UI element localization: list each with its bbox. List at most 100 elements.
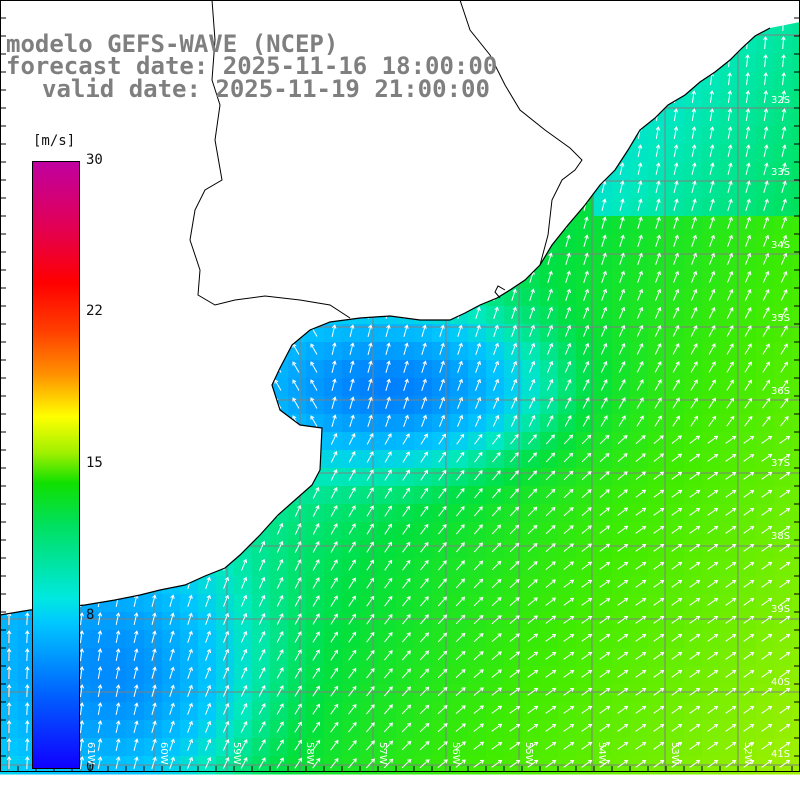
wind-arrow [529,288,535,301]
wind-arrow [599,471,610,480]
wind-arrow [527,705,539,714]
wind-arrow [744,270,752,283]
wind-arrow [205,702,212,715]
wind-arrow [637,162,643,176]
wind-arrow [689,489,701,498]
wind-arrow [330,450,338,463]
wind-arrow [743,561,755,570]
wind-arrow [617,579,629,588]
wind-arrow [366,740,375,751]
wind-speed-cell [792,36,800,55]
wind-arrow [617,669,629,678]
wind-arrow [707,489,719,498]
wind-speed-cell [792,270,800,289]
wind-arrow [725,651,737,660]
wind-arrow [223,576,230,589]
wind-arrow [491,596,502,607]
wind-arrow [599,489,610,498]
wind-arrow [745,90,751,104]
wind-arrow [491,687,503,696]
wind-arrow [583,216,589,230]
wind-arrow [727,126,733,140]
wind-arrow [473,759,485,768]
wind-arrow [581,741,593,750]
wind-arrow [743,489,755,498]
wind-arrow [330,667,339,679]
wind-arrow [437,632,448,643]
wind-arrow [653,705,665,714]
wind-arrow [563,543,574,552]
wind-arrow [781,72,786,86]
wind-arrow [384,577,393,589]
wind-arrow [654,415,662,427]
wind-arrow [403,378,409,391]
wind-arrow [384,433,392,445]
wind-arrow [366,487,374,499]
wind-arrow [384,559,393,571]
wind-arrow [437,741,448,750]
wind-arrow [312,685,320,697]
wind-speed-cell [792,558,800,577]
wind-arrow [781,162,787,176]
wind-arrow [546,415,554,427]
colorbar-tick-0: 0 [86,759,95,775]
wind-arrow [563,633,575,642]
wind-arrow [745,54,750,68]
wind-arrow [725,525,737,534]
wind-arrow [743,525,755,534]
wind-arrow [779,471,791,480]
wind-arrow [310,343,318,355]
wind-arrow [348,595,356,607]
wind-arrow [690,397,698,409]
wind-arrow [564,342,572,355]
wind-arrow [780,397,789,409]
wind-arrow [97,756,103,770]
wind-arrow [385,378,391,391]
wind-arrow [672,415,680,427]
wind-arrow [707,651,719,660]
wind-arrow [655,162,661,176]
wind-arrow [437,614,448,625]
wind-arrow [673,108,679,121]
wind-arrow [673,252,679,265]
wind-arrow [528,434,537,445]
wind-arrow [475,324,481,337]
wind-arrow [779,705,791,714]
wind-arrow [438,578,447,589]
wind-arrow [491,759,503,768]
wind-arrow [421,342,427,355]
colorbar [32,161,80,769]
wind-arrow [743,651,755,660]
wind-arrow [691,180,697,194]
wind-speed-cell [792,288,800,307]
wind-arrow [671,651,683,660]
wind-arrow [438,505,447,517]
wind-speed-cell [792,594,800,613]
wind-arrow [330,469,338,481]
wind-arrow [599,452,610,463]
wind-arrow [331,378,337,392]
wind-arrow [473,741,485,750]
wind-arrow [493,306,499,319]
wind-arrow [707,723,719,732]
wind-arrow [455,741,467,750]
wind-arrow [205,576,211,589]
wind-arrow [709,108,715,121]
wind-arrow [743,687,755,696]
wind-arrow [725,759,737,768]
wind-arrow [582,342,590,355]
wind-arrow [439,324,445,337]
wind-arrow [493,378,500,391]
wind-arrow [779,561,791,570]
wind-arrow [274,379,282,391]
wind-arrow [619,252,625,265]
wind-arrow [617,759,629,768]
wind-arrow [653,543,665,552]
wind-arrow [457,414,464,427]
wind-arrow [583,306,590,319]
wind-arrow [348,433,356,445]
wind-arrow [97,630,103,643]
wind-arrow [564,360,572,373]
wind-arrow [348,469,356,481]
